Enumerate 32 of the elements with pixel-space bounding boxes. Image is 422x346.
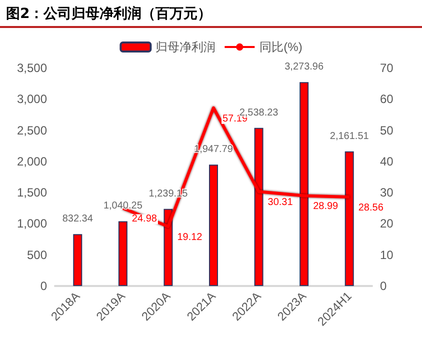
y-tick-label: 0	[40, 279, 48, 293]
data-label: 2,161.51	[330, 130, 370, 142]
y2-tick-label: 0	[380, 279, 387, 293]
y2-tick-label: 40	[380, 154, 394, 168]
y-tick-label: 500	[26, 248, 48, 262]
y-tick-label: 1,500	[16, 186, 48, 200]
y-tick-label: 1,000	[16, 216, 48, 231]
y2-tick-label: 50	[380, 123, 394, 138]
legend-label: 归母净利润	[156, 40, 216, 54]
y2-tick-label: 60	[380, 92, 394, 106]
bar	[118, 221, 128, 286]
data-label: 3,273.96	[284, 62, 324, 73]
y2-tick-label: 70	[380, 61, 394, 75]
data-label: 19.12	[177, 232, 203, 243]
data-label: 28.56	[358, 202, 384, 214]
y-tick-label: 3,500	[16, 61, 48, 75]
bar	[73, 234, 82, 286]
data-label: 30.31	[268, 197, 294, 208]
chart-title: 图2：公司归母净利润（百万元）	[0, 0, 422, 28]
bar	[209, 164, 218, 286]
y2-tick-label: 30	[380, 186, 394, 200]
data-label: 24.98	[132, 214, 158, 225]
legend-label: 同比(%)	[260, 40, 302, 54]
data-label: 832.34	[62, 214, 94, 225]
y2-tick-label: 20	[380, 216, 394, 231]
data-label: 1,040.25	[103, 200, 143, 212]
y2-tick-label: 10	[380, 248, 394, 262]
data-label: 57.19	[222, 113, 248, 124]
y-tick-label: 3,000	[16, 92, 48, 106]
y-tick-label: 2,000	[16, 154, 48, 168]
y-tick-label: 2,500	[16, 123, 48, 138]
data-label: 28.99	[313, 201, 339, 212]
